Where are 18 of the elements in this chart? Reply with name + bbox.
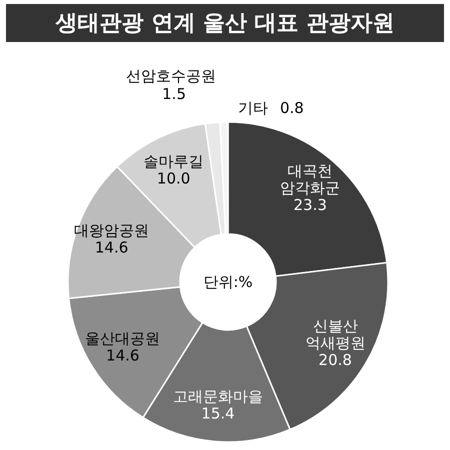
slice-label: 대왕암공원 [74,221,150,240]
data-label: 1.5 [162,85,186,103]
slice-label: 솔마루길 [144,152,204,171]
slice-label: 신불산 억새평원 [305,317,366,352]
data-label: 14.6 [94,238,128,256]
data-label: 0.8 [280,99,304,117]
chart-title: 생태관광 연계 울산 대표 관광자원 [54,11,394,36]
data-label: 15.4 [201,404,235,423]
data-label: 20.8 [318,351,352,370]
slice-label: 기타 [238,99,268,117]
slice-label: 선암호수공원 [126,67,216,85]
slice-label: 대곡천 암각화군 [280,162,340,198]
slice-label: 고래문화마을 [172,388,263,406]
slice-label: 울산대공원 [85,330,160,348]
data-label: 14.6 [106,346,140,365]
data-label: 23.3 [294,196,327,214]
data-label: 10.0 [156,170,190,188]
text: 단위:% [203,273,253,291]
